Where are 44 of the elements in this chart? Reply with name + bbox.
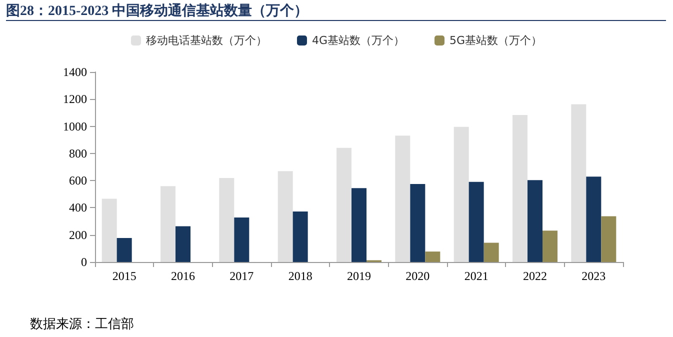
bar <box>425 252 440 262</box>
bar <box>528 180 542 262</box>
bar <box>512 115 528 262</box>
bar <box>601 216 616 262</box>
bar <box>484 242 499 262</box>
x-tick-label: 2018 <box>288 269 312 283</box>
x-tick-label: 2023 <box>582 269 606 283</box>
bar <box>102 198 117 262</box>
bar <box>468 182 484 262</box>
legend-label: 4G基站数（万个） <box>312 34 405 47</box>
bar <box>160 186 176 262</box>
bar <box>454 126 469 262</box>
y-tick-label: 200 <box>69 228 87 242</box>
bar <box>336 148 352 262</box>
bar <box>542 230 558 262</box>
source-note: 数据来源：工信部 <box>30 315 134 333</box>
bar <box>219 178 234 262</box>
x-tick-label: 2015 <box>112 269 136 283</box>
x-tick-label: 2019 <box>347 269 371 283</box>
y-tick-label: 1000 <box>63 119 87 134</box>
bar <box>116 238 132 262</box>
bar <box>410 184 426 262</box>
y-tick-label: 1200 <box>63 92 87 106</box>
y-tick-label: 400 <box>69 200 87 215</box>
x-tick-label: 2022 <box>523 269 547 283</box>
legend-label: 移动电话基站数（万个） <box>146 34 267 47</box>
bar <box>571 104 586 262</box>
y-tick-label: 0 <box>81 255 87 269</box>
bar <box>352 188 366 262</box>
bar <box>292 212 308 262</box>
y-tick-label: 800 <box>69 146 87 160</box>
bar <box>176 226 190 262</box>
y-tick-label: 600 <box>69 174 87 188</box>
x-tick-label: 2017 <box>230 269 254 283</box>
bar <box>234 217 250 262</box>
x-tick-label: 2021 <box>464 269 488 283</box>
bar <box>586 176 602 262</box>
y-tick-label: 1400 <box>63 65 87 79</box>
legend-label: 5G基站数（万个） <box>450 34 542 47</box>
bar <box>278 171 293 262</box>
x-tick-label: 2020 <box>406 269 430 283</box>
chart-title: 图28：2015-2023 中国移动通信基站数量（万个） <box>6 2 666 21</box>
x-tick-label: 2016 <box>171 269 195 283</box>
bar <box>395 136 410 262</box>
